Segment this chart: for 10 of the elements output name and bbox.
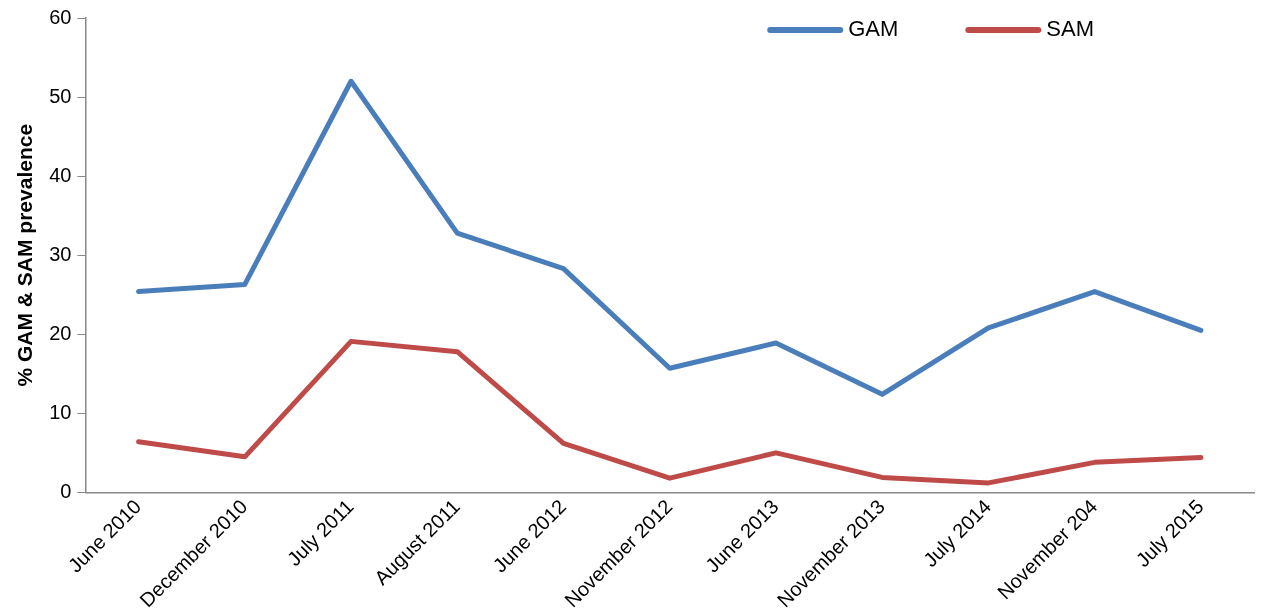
y-axis-title: % GAM & SAM prevalence bbox=[13, 123, 37, 387]
y-tick-label: 40 bbox=[49, 163, 72, 186]
legend-label: SAM bbox=[1046, 16, 1095, 42]
legend-label: GAM bbox=[848, 16, 899, 42]
y-tick-label: 0 bbox=[60, 479, 72, 502]
y-tick-label: 10 bbox=[49, 400, 72, 423]
y-tick-label: 60 bbox=[49, 5, 72, 28]
y-tick-label: 50 bbox=[49, 84, 72, 107]
y-tick-label: 20 bbox=[49, 321, 72, 344]
y-tick-label: 30 bbox=[49, 242, 72, 265]
